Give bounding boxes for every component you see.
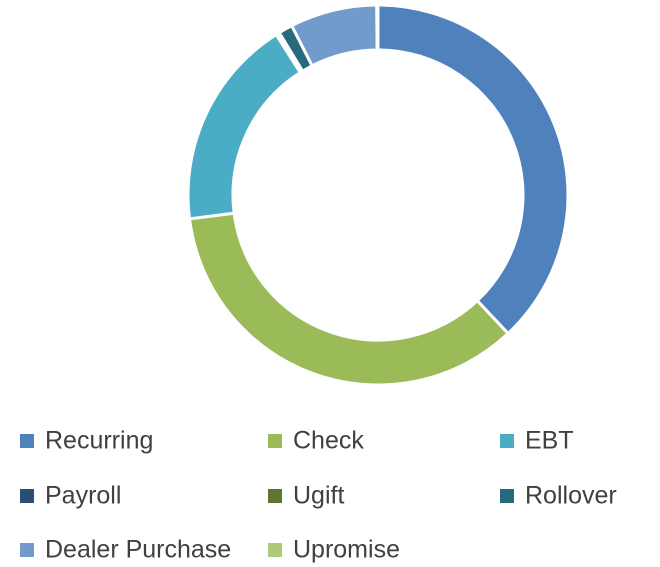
legend-label: Recurring xyxy=(45,427,153,455)
legend-label: Upromise xyxy=(293,536,400,564)
legend-marker xyxy=(268,489,282,503)
legend-marker xyxy=(20,489,34,503)
legend-marker xyxy=(20,543,34,557)
legend-label: Rollover xyxy=(525,482,617,510)
donut-segment xyxy=(375,3,380,52)
legend-label: Payroll xyxy=(45,482,121,510)
donut-segment xyxy=(376,3,570,336)
legend-marker xyxy=(500,434,514,448)
legend-marker xyxy=(500,489,514,503)
donut-segment xyxy=(187,211,511,387)
donut-segment xyxy=(186,32,303,221)
legend-label: Check xyxy=(293,427,364,455)
legend-label: EBT xyxy=(525,427,574,455)
legend-label: Dealer Purchase xyxy=(45,536,231,564)
legend-marker xyxy=(20,434,34,448)
legend-marker xyxy=(268,543,282,557)
legend-label: Ugift xyxy=(293,482,344,510)
legend-marker xyxy=(268,434,282,448)
